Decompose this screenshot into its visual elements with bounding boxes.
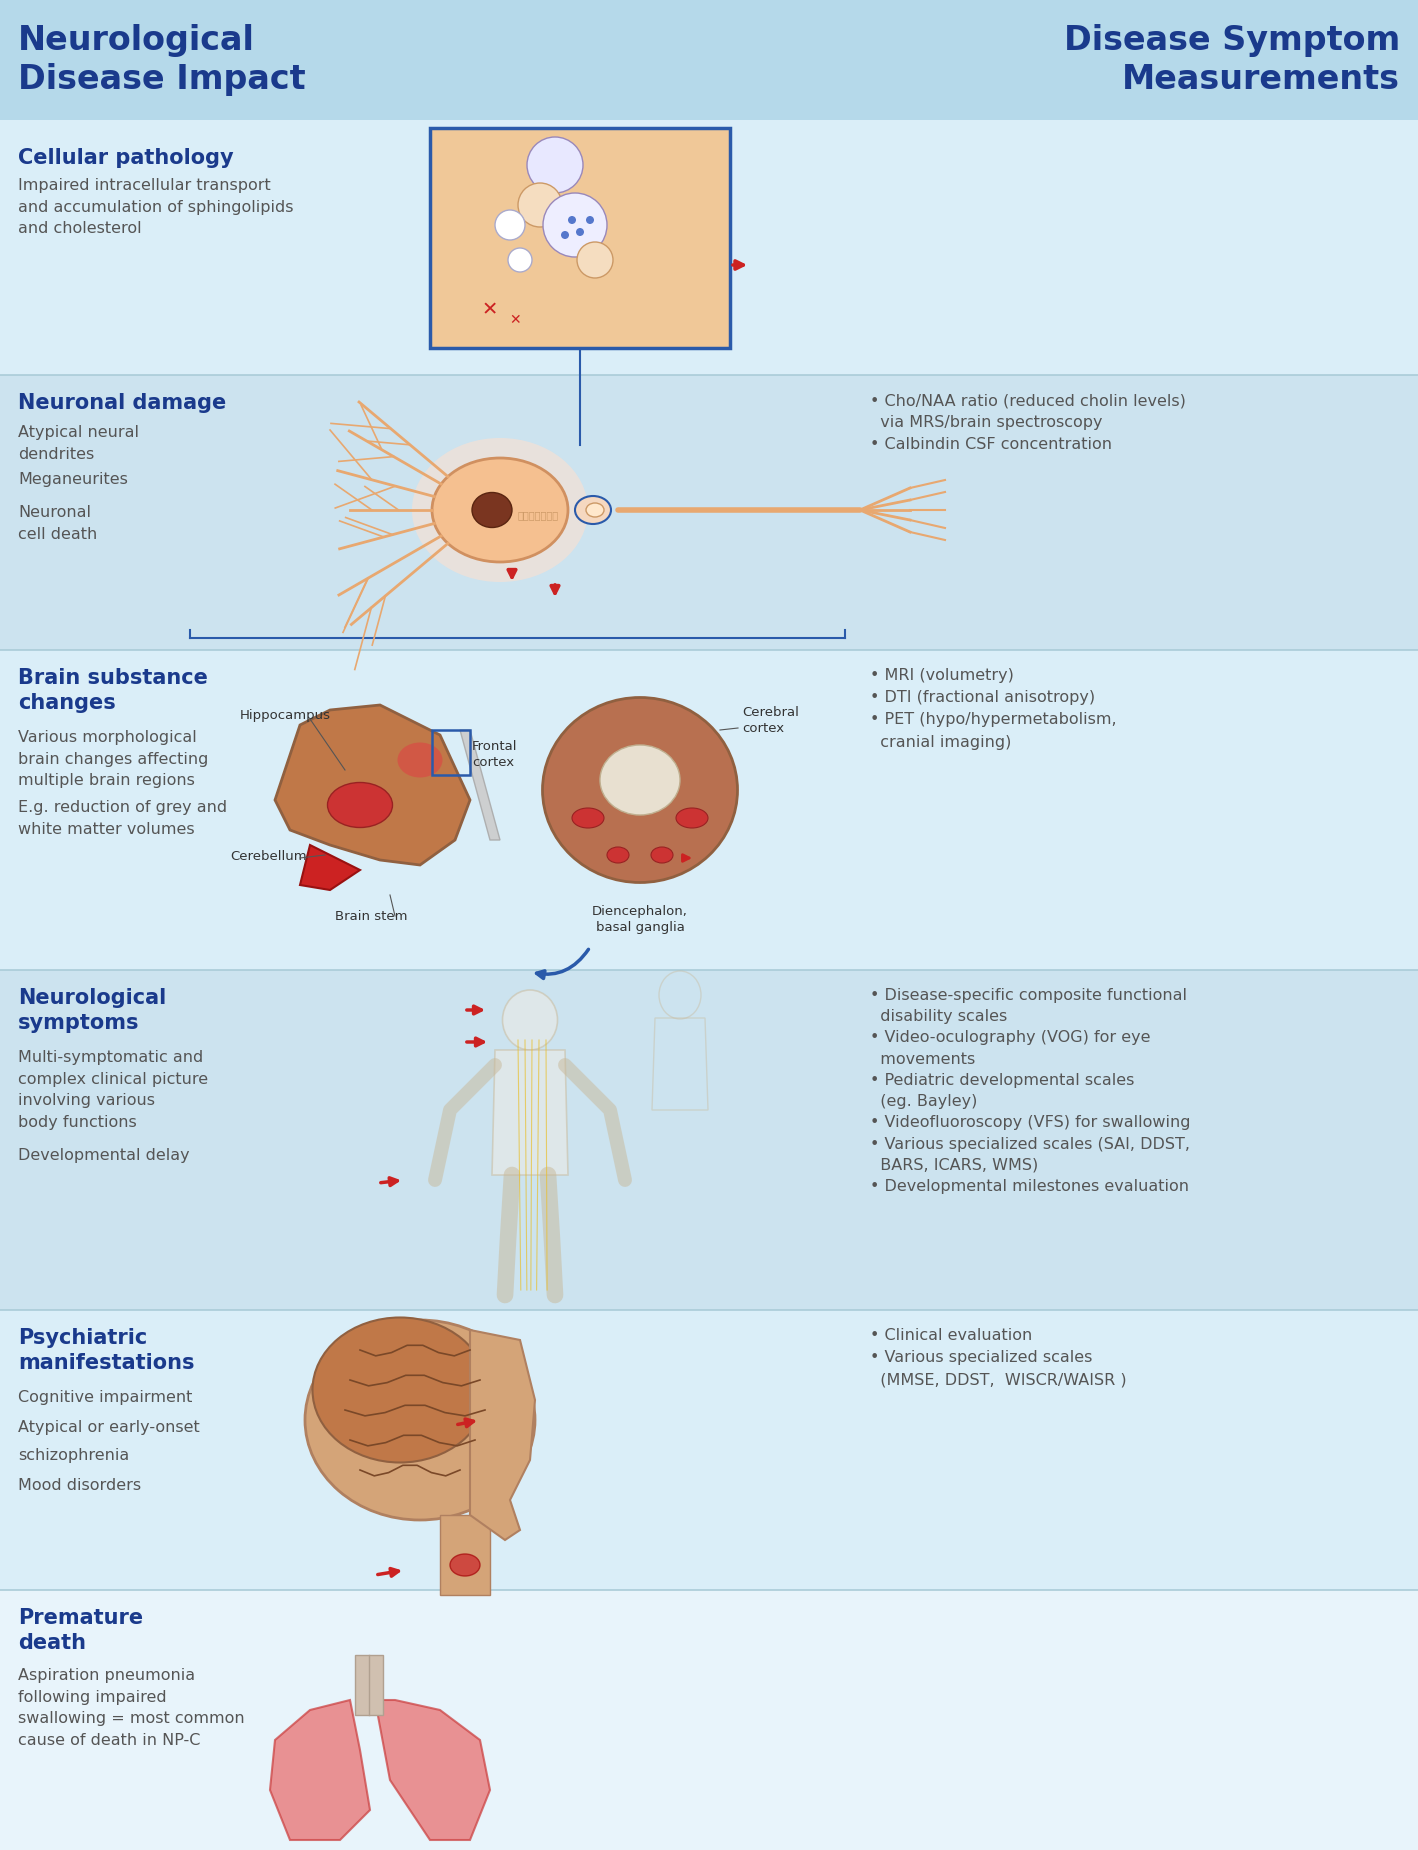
Polygon shape xyxy=(269,1700,370,1841)
Bar xyxy=(0,1310,1418,1589)
Polygon shape xyxy=(459,731,501,840)
Ellipse shape xyxy=(305,1321,535,1521)
Text: Atypical or early-onset: Atypical or early-onset xyxy=(18,1421,200,1436)
Circle shape xyxy=(495,211,525,240)
Ellipse shape xyxy=(607,847,630,862)
Bar xyxy=(0,376,1418,649)
Text: ✕: ✕ xyxy=(509,313,520,327)
Text: Brain stem: Brain stem xyxy=(335,910,407,923)
Ellipse shape xyxy=(397,742,442,777)
Polygon shape xyxy=(469,1330,535,1539)
Ellipse shape xyxy=(312,1317,488,1463)
Text: Neurological
symptoms: Neurological symptoms xyxy=(18,988,166,1032)
Text: Brain substance
changes: Brain substance changes xyxy=(18,668,208,712)
Circle shape xyxy=(577,242,613,278)
Ellipse shape xyxy=(571,808,604,829)
Text: Disease Symptom
Measurements: Disease Symptom Measurements xyxy=(1064,24,1400,96)
Circle shape xyxy=(518,183,562,228)
Polygon shape xyxy=(301,845,360,890)
Text: Various morphological
brain changes affecting
multiple brain regions: Various morphological brain changes affe… xyxy=(18,731,208,788)
Circle shape xyxy=(576,228,584,237)
Ellipse shape xyxy=(502,990,557,1051)
Circle shape xyxy=(562,231,569,239)
Circle shape xyxy=(527,137,583,192)
Text: Aspiration pneumonia
following impaired
swallowing = most common
cause of death : Aspiration pneumonia following impaired … xyxy=(18,1669,245,1748)
Bar xyxy=(440,1515,491,1595)
Text: • Cho/NAA ratio (reduced cholin levels)
  via MRS/brain spectroscopy
• Calbindin: • Cho/NAA ratio (reduced cholin levels) … xyxy=(871,392,1185,453)
Ellipse shape xyxy=(651,847,674,862)
Text: • Disease-specific composite functional
  disability scales
• Video-oculography : • Disease-specific composite functional … xyxy=(871,988,1191,1193)
Text: Neuronal damage: Neuronal damage xyxy=(18,392,227,413)
Text: ✕: ✕ xyxy=(482,300,498,320)
Text: Hippocampus: Hippocampus xyxy=(240,710,330,723)
Bar xyxy=(354,1656,383,1715)
Ellipse shape xyxy=(586,503,604,516)
Text: schizophrenia: schizophrenia xyxy=(18,1449,129,1463)
Text: • MRI (volumetry)
• DTI (fractional anisotropy)
• PET (hypo/hypermetabolism,
  c: • MRI (volumetry) • DTI (fractional anis… xyxy=(871,668,1116,749)
Ellipse shape xyxy=(543,697,737,882)
Text: • Clinical evaluation
• Various specialized scales
  (MMSE, DDST,  WISCR/WAISR ): • Clinical evaluation • Various speciali… xyxy=(871,1328,1127,1388)
Text: Premature
death: Premature death xyxy=(18,1608,143,1652)
Bar xyxy=(0,0,1418,120)
Text: Mood disorders: Mood disorders xyxy=(18,1478,142,1493)
Ellipse shape xyxy=(576,496,611,524)
Text: Neuronal
cell death: Neuronal cell death xyxy=(18,505,98,542)
Circle shape xyxy=(508,248,532,272)
Text: ᗸᗸᗸᗸᗸᗸᗸ: ᗸᗸᗸᗸᗸᗸᗸ xyxy=(518,511,559,520)
Text: Meganeurites: Meganeurites xyxy=(18,472,128,487)
Bar xyxy=(432,731,469,775)
Text: Frontal
cortex: Frontal cortex xyxy=(472,740,518,768)
Ellipse shape xyxy=(432,459,569,562)
Text: Psychiatric
manifestations: Psychiatric manifestations xyxy=(18,1328,194,1373)
Text: E.g. reduction of grey and
white matter volumes: E.g. reduction of grey and white matter … xyxy=(18,799,227,836)
Text: Cognitive impairment: Cognitive impairment xyxy=(18,1389,193,1404)
Text: Developmental delay: Developmental delay xyxy=(18,1149,190,1164)
Polygon shape xyxy=(275,705,469,866)
Text: Diencephalon,
basal ganglia: Diencephalon, basal ganglia xyxy=(593,905,688,934)
Circle shape xyxy=(569,216,576,224)
Ellipse shape xyxy=(472,492,512,527)
Ellipse shape xyxy=(676,808,708,829)
Text: Cellular pathology: Cellular pathology xyxy=(18,148,234,168)
Polygon shape xyxy=(374,1700,491,1841)
Text: Cerebellum: Cerebellum xyxy=(230,849,306,862)
Ellipse shape xyxy=(413,438,588,583)
Ellipse shape xyxy=(600,746,681,816)
Polygon shape xyxy=(492,1051,569,1175)
Bar xyxy=(0,1589,1418,1850)
Text: Impaired intracellular transport
and accumulation of sphingolipids
and cholester: Impaired intracellular transport and acc… xyxy=(18,178,294,237)
Text: Neurological
Disease Impact: Neurological Disease Impact xyxy=(18,24,306,96)
Circle shape xyxy=(586,216,594,224)
Circle shape xyxy=(543,192,607,257)
Bar xyxy=(0,969,1418,1310)
Ellipse shape xyxy=(328,783,393,827)
Bar xyxy=(0,120,1418,376)
Ellipse shape xyxy=(450,1554,481,1576)
Text: Cerebral
cortex: Cerebral cortex xyxy=(742,705,798,734)
Bar xyxy=(430,128,730,348)
Text: Atypical neural
dendrites: Atypical neural dendrites xyxy=(18,426,139,462)
Text: Multi-symptomatic and
complex clinical picture
involving various
body functions: Multi-symptomatic and complex clinical p… xyxy=(18,1051,208,1130)
Bar xyxy=(0,649,1418,969)
